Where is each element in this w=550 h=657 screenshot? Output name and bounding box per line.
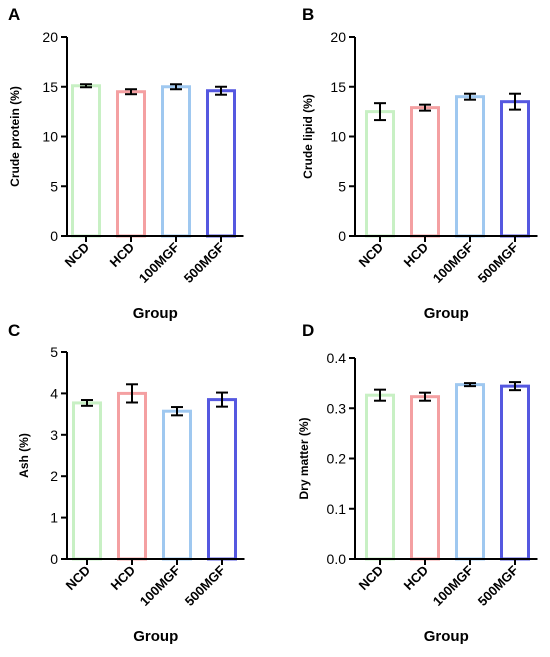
- y-tick-label-c-3: 3: [50, 427, 58, 443]
- y-axis-title-b: Crude lipid (%): [301, 94, 315, 179]
- y-tick-label-b-4: 20: [330, 29, 346, 45]
- bar-d-hcd: [410, 395, 440, 561]
- y-tick-label-a-0: 0: [50, 228, 58, 244]
- x-tick-label-b-ncd: NCD: [356, 240, 387, 271]
- y-tick-label-d-2: 0.2: [327, 451, 347, 467]
- bar-d-ncd: [365, 393, 395, 561]
- y-tick-label-d-4: 0.4: [327, 350, 347, 366]
- bar-c-500mgf: [207, 398, 237, 561]
- x-tick-label-c-100mgf: 100MGF: [137, 562, 183, 608]
- x-tick-label-a-100mgf: 100MGF: [136, 239, 182, 285]
- x-tick-label-c-hcd: HCD: [108, 563, 139, 594]
- x-tick-label-d-hcd: HCD: [401, 563, 432, 594]
- y-axis-title-d: Dry matter (%): [297, 417, 311, 499]
- x-axis-title-c: Group: [133, 628, 178, 645]
- bar-c-100mgf: [162, 409, 192, 561]
- x-tick-label-c-500mgf: 500MGF: [182, 562, 228, 608]
- bar-d-500mgf: [500, 384, 530, 561]
- x-tick-label-b-100mgf: 100MGF: [430, 239, 476, 285]
- y-tick-label-c-4: 4: [50, 385, 58, 401]
- y-tick-label-b-2: 10: [330, 129, 346, 145]
- y-tick-label-a-2: 10: [42, 129, 58, 145]
- y-tick-label-d-0: 0.0: [327, 551, 347, 567]
- bar-a-ncd: [71, 84, 101, 238]
- y-tick-label-c-5: 5: [50, 344, 58, 360]
- y-tick-label-c-2: 2: [50, 468, 58, 484]
- bar-b-ncd: [365, 110, 395, 238]
- x-tick-label-d-500mgf: 500MGF: [475, 562, 521, 608]
- x-axis-title-a: Group: [133, 305, 178, 322]
- panel-label-b: B: [302, 5, 314, 24]
- y-tick-label-a-4: 20: [42, 29, 58, 45]
- y-tick-label-b-0: 0: [338, 228, 346, 244]
- bar-d-100mgf: [455, 383, 485, 561]
- bar-a-hcd: [116, 90, 146, 238]
- y-tick-label-c-1: 1: [50, 510, 58, 526]
- bar-b-500mgf: [500, 100, 530, 238]
- y-tick-label-d-1: 0.1: [327, 501, 347, 517]
- bar-a-500mgf: [206, 89, 236, 238]
- x-tick-label-a-500mgf: 500MGF: [181, 239, 227, 285]
- y-axis-title-c: Ash (%): [17, 433, 31, 478]
- y-tick-label-a-3: 15: [42, 79, 58, 95]
- panel-label-a: A: [8, 5, 20, 24]
- x-tick-label-b-hcd: HCD: [401, 240, 432, 271]
- bar-c-hcd: [117, 391, 147, 561]
- x-tick-label-b-500mgf: 500MGF: [475, 239, 521, 285]
- panel-label-c: C: [8, 321, 20, 340]
- y-axis-title-a: Crude protein (%): [8, 86, 22, 187]
- x-axis-title-d: Group: [424, 628, 469, 645]
- y-tick-label-b-3: 15: [330, 79, 346, 95]
- y-tick-label-b-1: 5: [338, 178, 346, 194]
- y-tick-label-a-1: 5: [50, 178, 58, 194]
- bar-b-100mgf: [455, 95, 485, 238]
- y-tick-label-d-3: 0.3: [327, 400, 347, 416]
- x-tick-label-d-100mgf: 100MGF: [430, 562, 476, 608]
- bar-b-hcd: [410, 106, 440, 238]
- bar-a-100mgf: [161, 85, 191, 238]
- x-tick-label-a-ncd: NCD: [62, 240, 93, 271]
- bar-c-ncd: [72, 401, 102, 561]
- x-tick-label-c-ncd: NCD: [63, 563, 94, 594]
- x-axis-title-b: Group: [424, 305, 469, 322]
- x-tick-label-d-ncd: NCD: [356, 563, 387, 594]
- y-tick-label-c-0: 0: [50, 551, 58, 567]
- panel-label-d: D: [302, 321, 314, 340]
- x-tick-label-a-hcd: HCD: [107, 240, 138, 271]
